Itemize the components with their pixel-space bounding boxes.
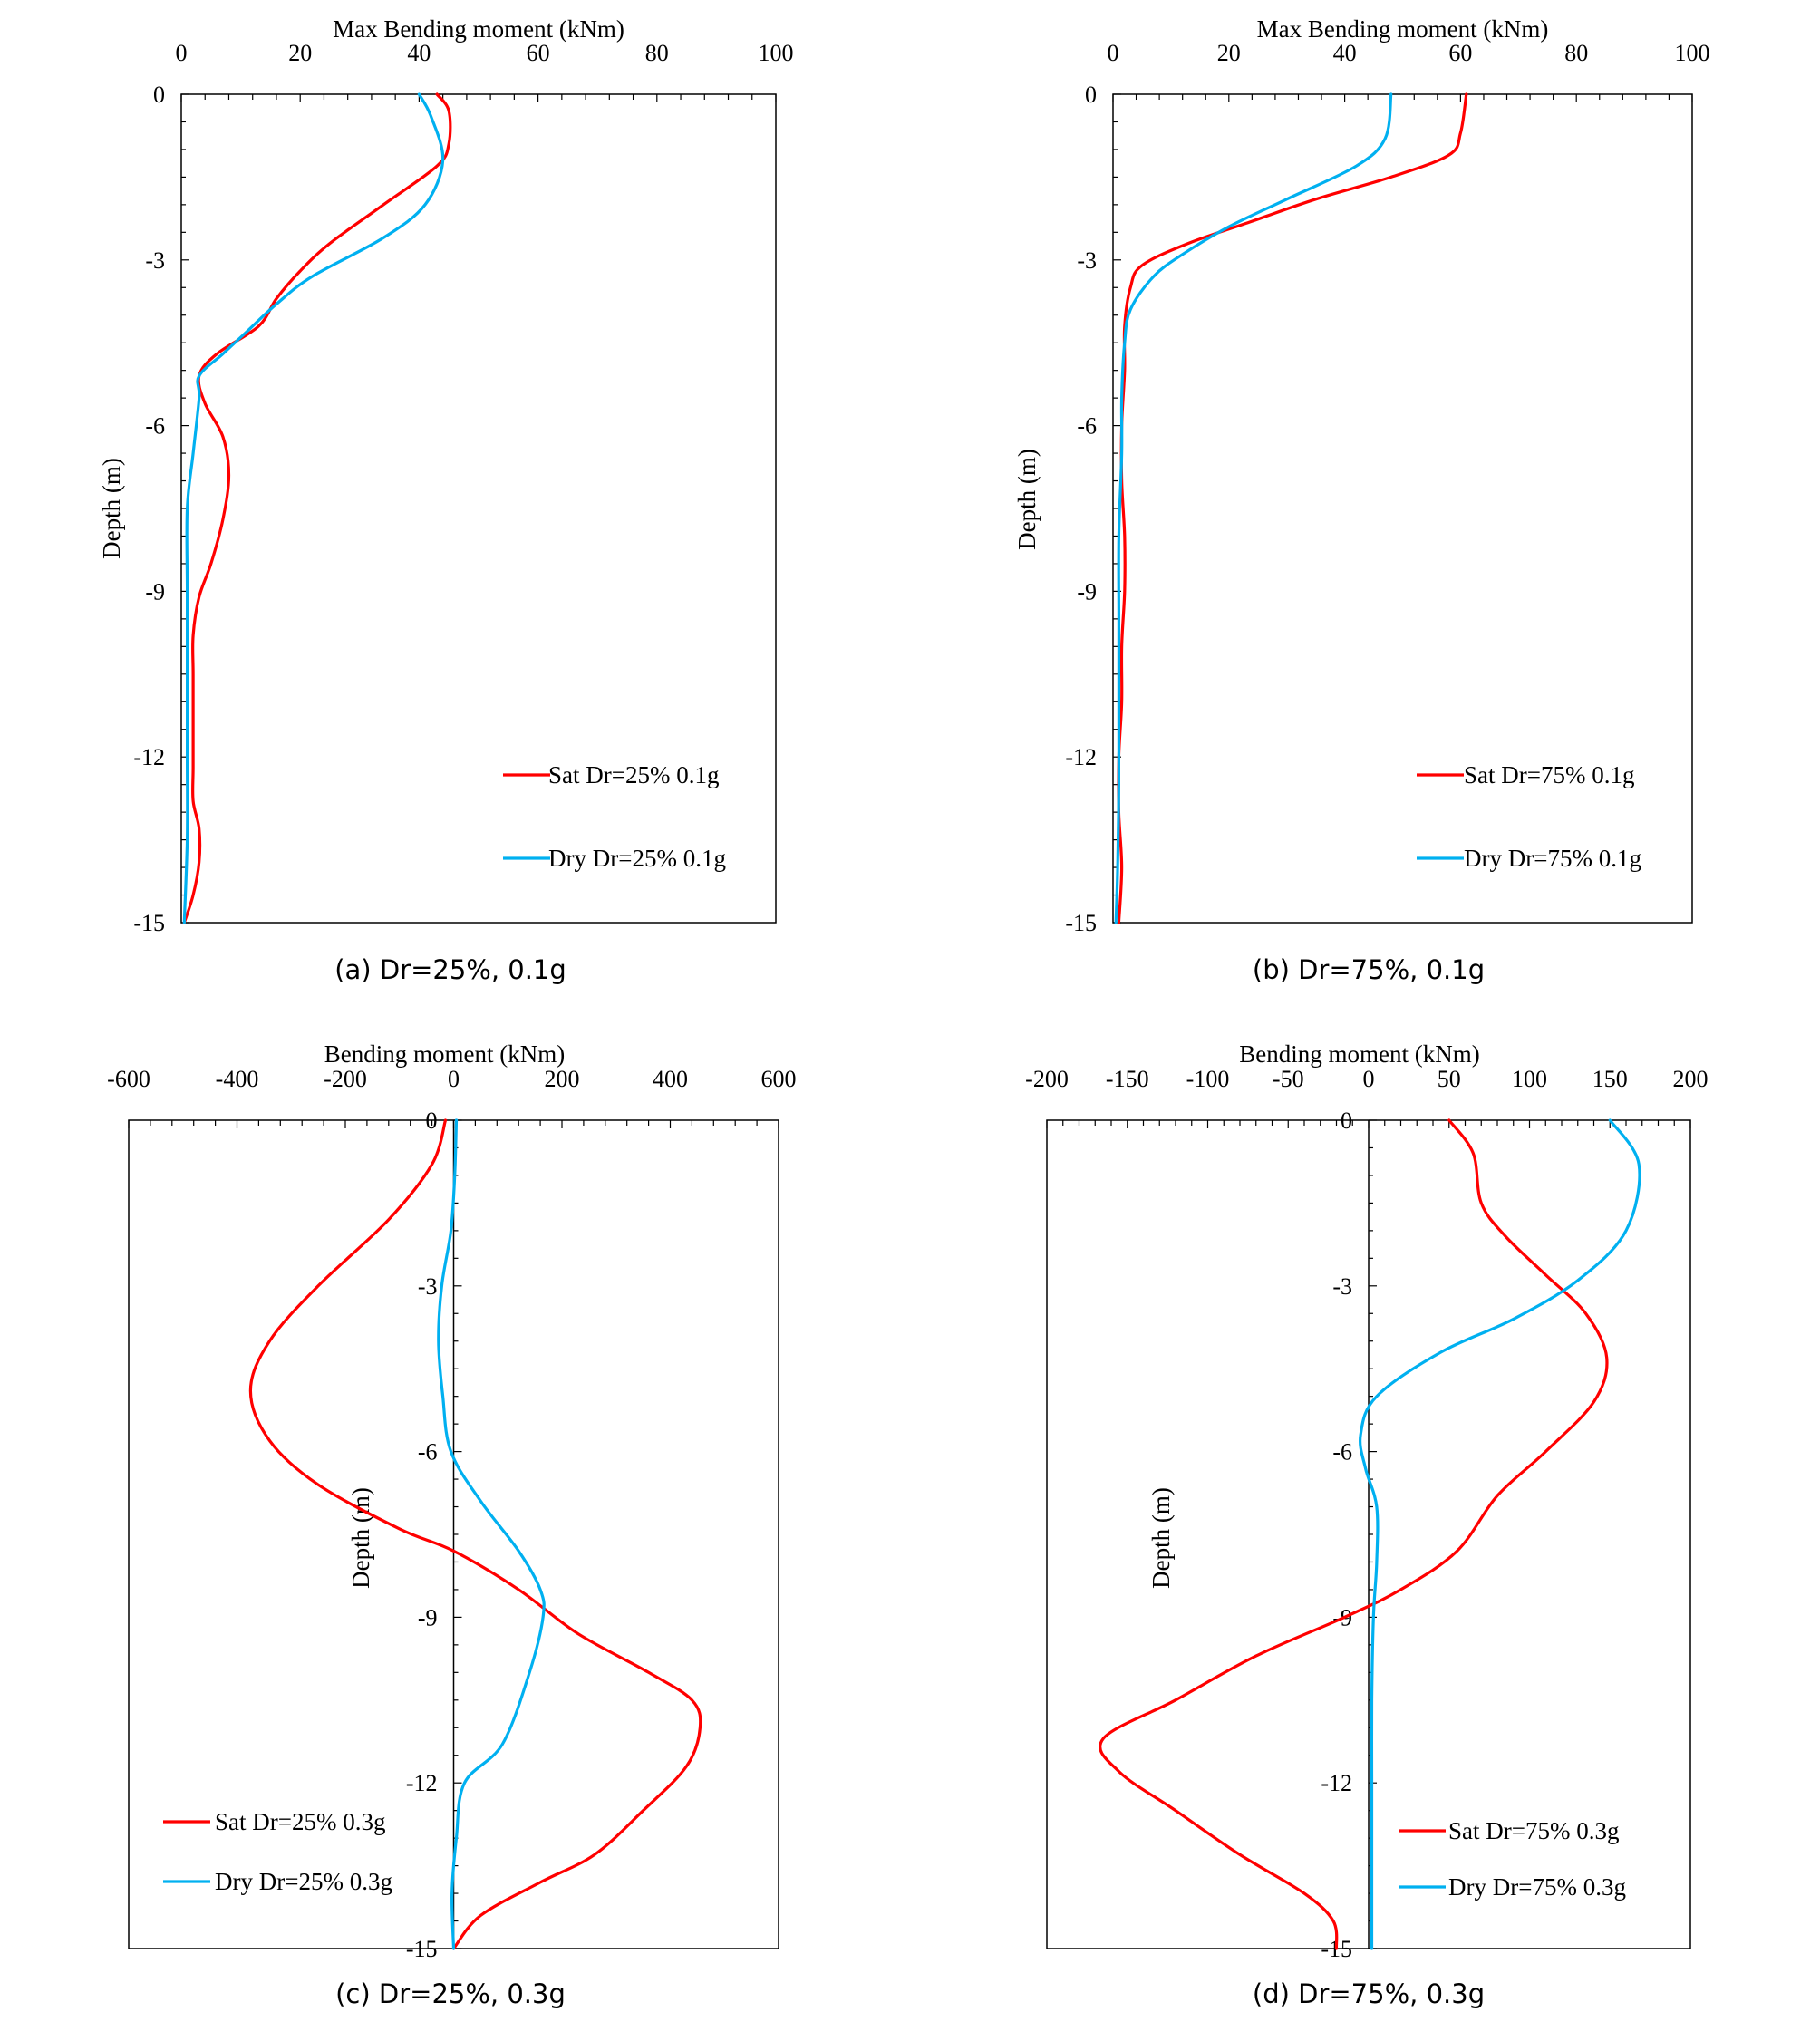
x-tick-label-d: 100 (1512, 1066, 1547, 1092)
x-tick-label-d: 200 (1673, 1066, 1709, 1092)
panel-caption-a: (a) Dr=25%, 0.1g (334, 954, 566, 985)
x-tick-label-c: -400 (216, 1066, 259, 1092)
x-tick-label-b: 100 (1675, 40, 1710, 66)
panel-caption-d: (d) Dr=75%, 0.3g (1253, 1978, 1485, 2009)
x-axis-title-c: Bending moment (kNm) (324, 1040, 565, 1068)
x-tick-label-d: -200 (1025, 1066, 1069, 1092)
legend-label-a-0: Sat Dr=25% 0.1g (548, 761, 719, 788)
x-axis-title-b: Max Bending moment (kNm) (1257, 15, 1549, 43)
series-line-a-dry (182, 92, 445, 924)
y-tick-label-b: -12 (1065, 744, 1097, 770)
y-tick-label-c: 0 (426, 1108, 438, 1134)
x-tick-label-d: 0 (1363, 1066, 1375, 1092)
legend-label-b-0: Sat Dr=75% 0.1g (1464, 761, 1634, 788)
x-tick-label-d: -50 (1273, 1066, 1304, 1092)
x-tick-label-d: 150 (1592, 1066, 1628, 1092)
legend-label-a-1: Dry Dr=25% 0.1g (548, 845, 726, 872)
x-tick-label-b: 20 (1217, 40, 1241, 66)
x-tick-label-b: 80 (1564, 40, 1588, 66)
y-tick-label-a: -3 (145, 247, 165, 274)
y-tick-label-c: -12 (406, 1770, 438, 1796)
legend-label-c-1: Dry Dr=25% 0.3g (215, 1868, 392, 1895)
y-tick-label-a: -12 (133, 744, 165, 770)
y-axis-title-b: Depth (m) (1013, 449, 1041, 550)
legend-label-d-0: Sat Dr=75% 0.3g (1448, 1817, 1619, 1844)
x-tick-label-c: 400 (653, 1066, 688, 1092)
y-tick-label-d: -12 (1321, 1770, 1352, 1796)
y-tick-label-c: -9 (418, 1604, 438, 1630)
x-tick-label-c: 600 (761, 1066, 797, 1092)
y-tick-label-d: -6 (1332, 1439, 1352, 1466)
x-tick-label-a: 100 (759, 40, 794, 66)
x-tick-label-a: 20 (288, 40, 312, 66)
y-tick-label-a: -9 (145, 578, 165, 605)
y-tick-label-a: 0 (153, 82, 165, 108)
x-tick-label-d: -150 (1106, 1066, 1149, 1092)
series-line-d-dry (1359, 1118, 1641, 1950)
x-tick-label-c: 0 (448, 1066, 460, 1092)
x-tick-label-d: 50 (1438, 1066, 1461, 1092)
y-tick-label-b: -15 (1065, 910, 1097, 936)
series-line-c-sat (248, 1118, 702, 1950)
y-tick-label-d: 0 (1341, 1108, 1352, 1134)
y-tick-label-c: -6 (418, 1439, 438, 1466)
x-tick-label-a: 60 (527, 40, 550, 66)
series-line-d-sat (1099, 1118, 1609, 1950)
y-tick-label-b: 0 (1085, 82, 1097, 108)
y-axis-title-a: Depth (m) (98, 458, 125, 559)
y-tick-label-b: -6 (1077, 413, 1097, 440)
series-line-a-sat (182, 92, 452, 924)
legend-label-c-0: Sat Dr=25% 0.3g (215, 1808, 385, 1835)
panel-caption-b: (b) Dr=75%, 0.1g (1253, 954, 1485, 985)
x-tick-label-b: 40 (1333, 40, 1357, 66)
y-tick-label-b: -9 (1077, 578, 1097, 605)
series-line-c-dry (437, 1118, 546, 1950)
y-axis-title-d: Depth (m) (1147, 1487, 1175, 1589)
x-tick-label-d: -100 (1186, 1066, 1230, 1092)
y-tick-label-c: -15 (406, 1936, 438, 1962)
x-tick-label-b: 60 (1448, 40, 1472, 66)
y-tick-label-d: -3 (1332, 1273, 1352, 1300)
y-tick-label-a: -6 (145, 413, 165, 440)
series-line-b-dry (1114, 92, 1393, 924)
x-tick-label-c: 200 (545, 1066, 580, 1092)
x-tick-label-c: -600 (107, 1066, 150, 1092)
legend-label-d-1: Dry Dr=75% 0.3g (1448, 1873, 1626, 1901)
y-tick-label-c: -3 (418, 1273, 438, 1300)
panel-caption-c: (c) Dr=25%, 0.3g (335, 1978, 566, 2009)
x-tick-label-a: 80 (645, 40, 669, 66)
x-tick-label-a: 0 (176, 40, 188, 66)
legend-label-b-1: Dry Dr=75% 0.1g (1464, 845, 1641, 872)
x-tick-label-a: 40 (407, 40, 431, 66)
x-axis-title-a: Max Bending moment (kNm) (333, 15, 624, 43)
x-tick-label-c: -200 (324, 1066, 367, 1092)
y-tick-label-b: -3 (1077, 247, 1097, 274)
x-axis-title-d: Bending moment (kNm) (1239, 1040, 1479, 1068)
y-tick-label-a: -15 (133, 910, 165, 936)
x-tick-label-b: 0 (1108, 40, 1119, 66)
